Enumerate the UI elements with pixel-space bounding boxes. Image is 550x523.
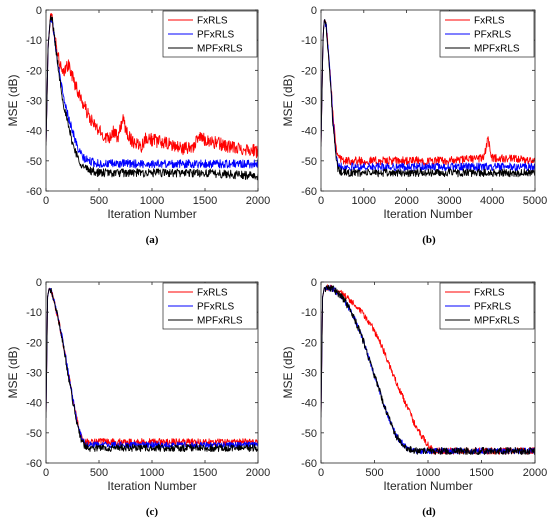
subplot-b: 0 1000 2000 3000 4000 5000 0 -10 -20 -30 -40 -50 -60… — [281, 5, 547, 221]
x-tick-label: 2000 — [246, 195, 270, 207]
legend-label: PFxRLS — [474, 30, 512, 41]
x-tick-label: 0 — [43, 195, 49, 207]
series-group — [46, 287, 258, 452]
x-tick-label: 5000 — [523, 195, 547, 207]
x-tick-label: 0 — [318, 195, 324, 207]
legend: FxRLS PFxRLS MPFxRLS — [162, 10, 258, 58]
panel-caption: (a) — [146, 234, 159, 246]
legend-label: MPFxRLS — [197, 316, 243, 327]
x-tick-label: 2000 — [246, 467, 270, 479]
x-tick-label: 1500 — [193, 467, 217, 479]
series-line-mpfxrls — [46, 288, 258, 452]
y-axis-label: MSE (dB) — [6, 74, 20, 126]
y-tick-label: -30 — [301, 368, 317, 380]
y-tick-label: -20 — [26, 337, 42, 349]
y-axis-label: MSE (dB) — [281, 346, 295, 398]
y-tick-label: -60 — [26, 458, 42, 470]
y-tick-label: 0 — [311, 5, 317, 17]
x-axis-label: Iteration Number — [383, 207, 472, 221]
y-axis-label: MSE (dB) — [281, 74, 295, 126]
series-line-fxrls — [321, 284, 535, 455]
x-tick-label: 1000 — [140, 467, 164, 479]
y-tick-label: -30 — [26, 368, 42, 380]
y-tick-label: -10 — [26, 307, 42, 319]
y-tick-label: -30 — [26, 96, 42, 108]
x-tick-label: 0 — [43, 467, 49, 479]
legend-label: FxRLS — [197, 16, 228, 27]
legend-label: MPFxRLS — [474, 44, 520, 55]
series-group — [46, 13, 258, 181]
y-tick-label: -10 — [26, 35, 42, 47]
x-tick-label: 3000 — [437, 195, 461, 207]
legend-label: FxRLS — [474, 16, 505, 27]
subplot-c: 0 500 1000 1500 2000 0 -10 -20 -30 -40 -50 -60 Itera… — [6, 277, 270, 493]
y-tick-label: -60 — [301, 186, 317, 198]
legend-label: FxRLS — [474, 288, 505, 299]
legend: FxRLS PFxRLS MPFxRLS — [439, 10, 535, 58]
legend-label: PFxRLS — [474, 302, 512, 313]
legend-label: FxRLS — [197, 288, 228, 299]
x-tick-label: 500 — [365, 467, 383, 479]
series-line-fxrls — [321, 19, 535, 166]
x-axis-label: Iteration Number — [107, 207, 196, 221]
y-tick-label: -60 — [301, 458, 317, 470]
legend: FxRLS PFxRLS MPFxRLS — [439, 282, 535, 330]
y-tick-label: -10 — [301, 307, 317, 319]
x-tick-label: 2000 — [394, 195, 418, 207]
panel-caption: (b) — [422, 234, 436, 246]
x-tick-label: 1500 — [469, 467, 493, 479]
y-tick-label: -60 — [26, 186, 42, 198]
y-axis-label: MSE (dB) — [6, 346, 20, 398]
y-tick-label: -50 — [26, 156, 42, 168]
series-line-pfxrls — [46, 287, 258, 449]
y-tick-label: -50 — [26, 428, 42, 440]
legend: FxRLS PFxRLS MPFxRLS — [162, 282, 258, 330]
x-tick-label: 500 — [90, 195, 108, 207]
x-tick-label: 2000 — [523, 467, 547, 479]
subplot-a: 0 500 1000 1500 2000 0 -10 -20 -30 -40 -50 -60 Itera… — [6, 5, 270, 221]
series-line-mpfxrls — [321, 284, 535, 456]
y-tick-label: -10 — [301, 35, 317, 47]
series-line-pfxrls — [46, 16, 258, 169]
x-tick-label: 1000 — [140, 195, 164, 207]
y-tick-label: -40 — [26, 126, 42, 138]
x-tick-label: 4000 — [480, 195, 504, 207]
series-group — [321, 19, 535, 178]
x-tick-label: 1000 — [352, 195, 376, 207]
panel-caption: (c) — [146, 506, 159, 518]
y-tick-label: -20 — [301, 65, 317, 77]
x-axis-label: Iteration Number — [383, 479, 472, 493]
legend-label: MPFxRLS — [197, 44, 243, 55]
x-tick-label: 0 — [318, 467, 324, 479]
y-tick-label: -50 — [301, 428, 317, 440]
legend-label: MPFxRLS — [474, 316, 520, 327]
y-tick-label: -20 — [26, 65, 42, 77]
y-tick-label: -40 — [26, 398, 42, 410]
y-tick-label: -50 — [301, 156, 317, 168]
x-tick-label: 1000 — [416, 467, 440, 479]
y-tick-label: -40 — [301, 126, 317, 138]
legend-label: PFxRLS — [197, 302, 235, 313]
legend-label: PFxRLS — [197, 30, 235, 41]
y-tick-label: 0 — [36, 5, 42, 17]
y-tick-label: -40 — [301, 398, 317, 410]
series-line-mpfxrls — [46, 15, 258, 181]
series-line-mpfxrls — [321, 19, 535, 178]
series-group — [321, 284, 535, 456]
panel-caption: (d) — [422, 506, 436, 518]
y-tick-label: 0 — [311, 277, 317, 289]
y-tick-label: -30 — [301, 96, 317, 108]
subplot-d: 0 500 1000 1500 2000 0 -10 -20 -30 -40 -50 -60 Itera… — [281, 277, 547, 493]
y-tick-label: 0 — [36, 277, 42, 289]
x-tick-label: 500 — [90, 467, 108, 479]
x-axis-label: Iteration Number — [107, 479, 196, 493]
y-tick-label: -20 — [301, 337, 317, 349]
series-line-fxrls — [46, 13, 258, 159]
x-tick-label: 1500 — [193, 195, 217, 207]
